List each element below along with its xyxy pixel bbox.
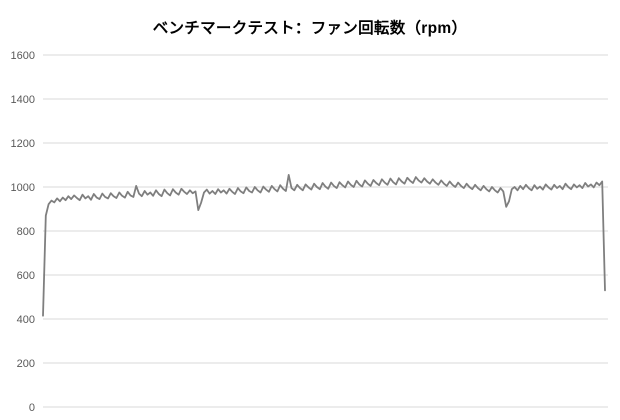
y-axis-tick-label: 600 (17, 270, 35, 282)
fan-rpm-line-series (42, 173, 606, 317)
y-axis-tick-label: 1000 (11, 182, 35, 194)
y-axis-tick-label: 1400 (11, 94, 35, 106)
y-axis-tick-label: 800 (17, 226, 35, 238)
y-axis-tick-label: 400 (17, 314, 35, 326)
y-axis-tick-label: 200 (17, 358, 35, 370)
y-axis-tick-label: 1600 (11, 50, 35, 62)
y-axis-tick-label: 1200 (11, 138, 35, 150)
y-axis-tick-label: 0 (29, 402, 35, 414)
chart-title: ベンチマークテスト：ファン回転数（rpm） (152, 20, 468, 37)
